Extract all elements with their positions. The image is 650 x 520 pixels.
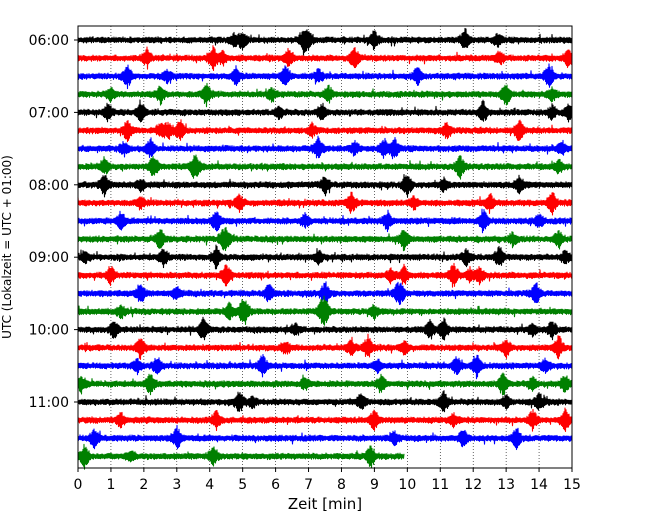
trace-1045 (77, 372, 573, 396)
trace-0645 (77, 82, 573, 108)
x-tick-label: 12 (464, 477, 482, 493)
x-tick-label: 5 (238, 477, 247, 493)
x-tick-label: 1 (106, 477, 115, 493)
x-tick-label: 4 (205, 477, 214, 493)
trace-0730 (77, 135, 573, 160)
y-tick-label: 06:00 (29, 33, 69, 49)
y-tick-label: 09:00 (29, 250, 69, 266)
seismic-traces (77, 27, 573, 470)
y-tick-label: 11:00 (29, 395, 69, 411)
y-tick-label: 10:00 (29, 323, 69, 339)
x-tick-label: 3 (172, 477, 181, 493)
x-tick-label: 8 (337, 477, 346, 493)
trace-0715 (77, 119, 573, 143)
trace-1000 (77, 316, 573, 341)
trace-0630 (77, 63, 573, 90)
trace-0745 (77, 154, 573, 180)
trace-0900 (77, 244, 573, 270)
trace-1115 (77, 407, 573, 432)
x-tick-label: 11 (431, 477, 449, 493)
trace-0815 (77, 191, 573, 216)
trace-1030 (77, 354, 573, 380)
x-tick-label: 9 (370, 477, 379, 493)
trace-0830 (77, 208, 573, 234)
trace-1145 (77, 443, 405, 470)
y-axis: 06:00 07:00 08:00 09:00 10:00 11:00 (29, 33, 78, 411)
x-axis-label: Zeit [min] (288, 495, 362, 513)
x-axis: 0 1 2 3 4 5 6 7 8 9 10 11 12 13 14 15 (74, 468, 581, 493)
trace-1130 (77, 424, 573, 451)
x-tick-label: 15 (563, 477, 581, 493)
trace-1015 (77, 333, 573, 360)
y-axis-label: UTC (Lokalzeit = UTC + 01:00) (0, 155, 14, 339)
trace-0800 (77, 174, 573, 198)
x-tick-label: 2 (139, 477, 148, 493)
trace-0945 (77, 295, 573, 326)
trace-0600 (77, 27, 573, 56)
y-tick-label: 08:00 (29, 178, 69, 194)
plot-frame (77, 25, 573, 469)
trace-0615 (77, 45, 573, 72)
trace-0845 (77, 226, 573, 252)
x-tick-label: 7 (304, 477, 313, 493)
x-tick-label: 13 (497, 477, 515, 493)
x-tick-label: 10 (398, 477, 416, 493)
x-tick-label: 14 (530, 477, 548, 493)
trace-0915 (77, 262, 573, 288)
trace-1100 (77, 390, 573, 413)
x-tick-label: 0 (74, 477, 83, 493)
trace-0700 (77, 99, 573, 123)
x-tick-label: 6 (271, 477, 280, 493)
y-tick-label: 07:00 (29, 105, 69, 121)
trace-0930 (77, 281, 573, 307)
